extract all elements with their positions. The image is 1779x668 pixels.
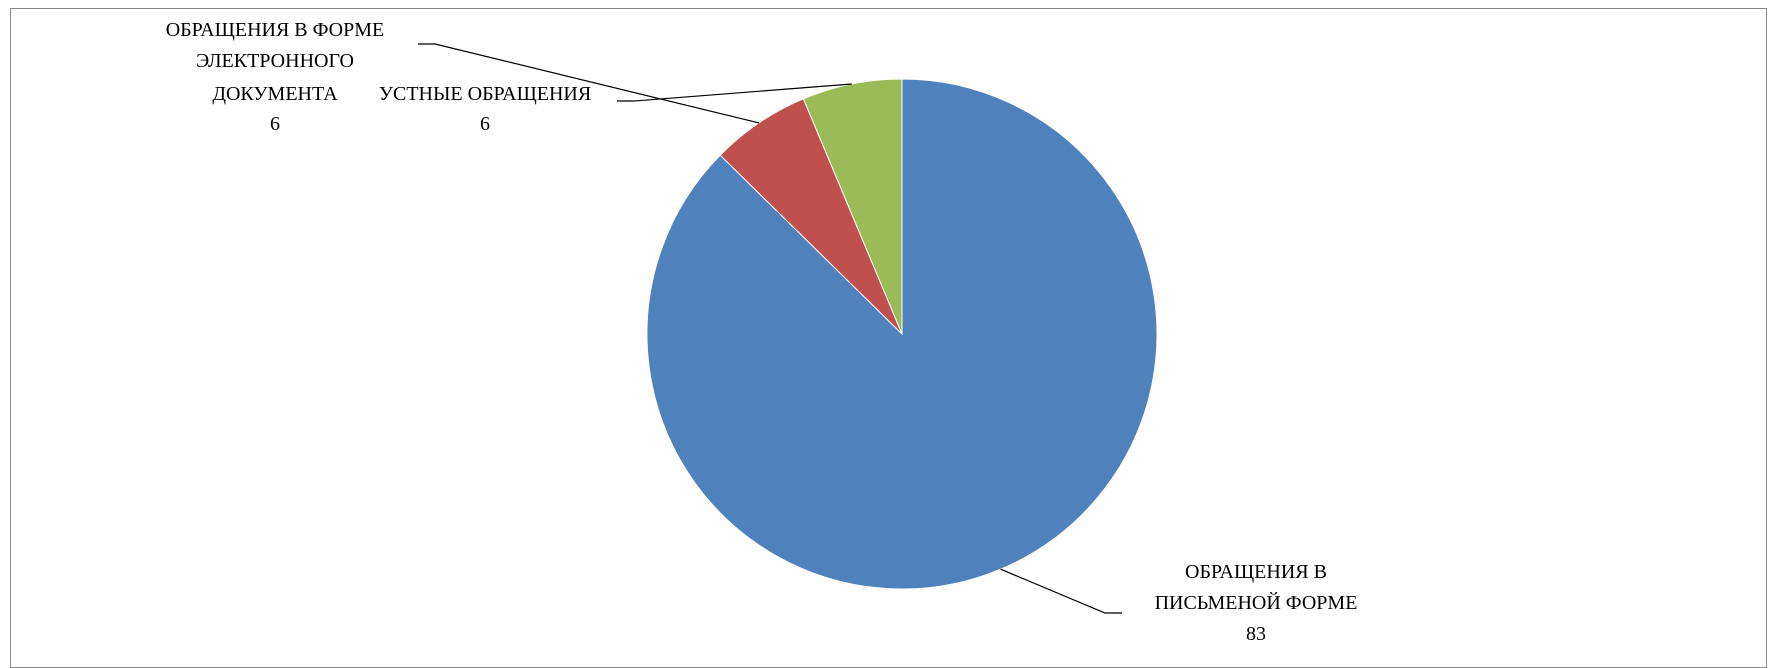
data-label-written-value: 83 xyxy=(1246,623,1266,645)
data-label-electronic-line1: ОБРАЩЕНИЯ В ФОРМЕ xyxy=(166,19,385,41)
data-label-electronic-line3: ДОКУМЕНТА xyxy=(212,83,338,105)
leader-lines xyxy=(418,43,1122,614)
data-label-oral: УСТНЫЕ ОБРАЩЕНИЯ 6 xyxy=(379,83,591,135)
data-label-oral-value: 6 xyxy=(480,113,490,135)
data-label-electronic: ОБРАЩЕНИЯ В ФОРМЕ ЭЛЕКТРОННОГО ДОКУМЕНТА… xyxy=(166,19,385,135)
data-label-written-line2: ПИСЬМЕНОЙ ФОРМЕ xyxy=(1155,591,1358,614)
pie-chart: ОБРАЩЕНИЯ В ПИСЬМЕНОЙ ФОРМЕ 83 ОБРАЩЕНИЯ… xyxy=(166,19,1358,645)
data-label-written-line1: ОБРАЩЕНИЯ В xyxy=(1185,561,1327,583)
data-label-electronic-value: 6 xyxy=(270,113,280,135)
leader-line-oral xyxy=(617,83,852,102)
data-label-electronic-line2: ЭЛЕКТРОННОГО xyxy=(196,50,354,72)
pie-slice-oral xyxy=(802,78,903,335)
leader-line-written xyxy=(1000,568,1122,614)
leader-line-electronic xyxy=(418,43,760,124)
pie-slices xyxy=(646,78,1158,590)
data-label-written: ОБРАЩЕНИЯ В ПИСЬМЕНОЙ ФОРМЕ 83 xyxy=(1155,561,1358,645)
data-label-oral-line1: УСТНЫЕ ОБРАЩЕНИЯ xyxy=(379,83,591,105)
